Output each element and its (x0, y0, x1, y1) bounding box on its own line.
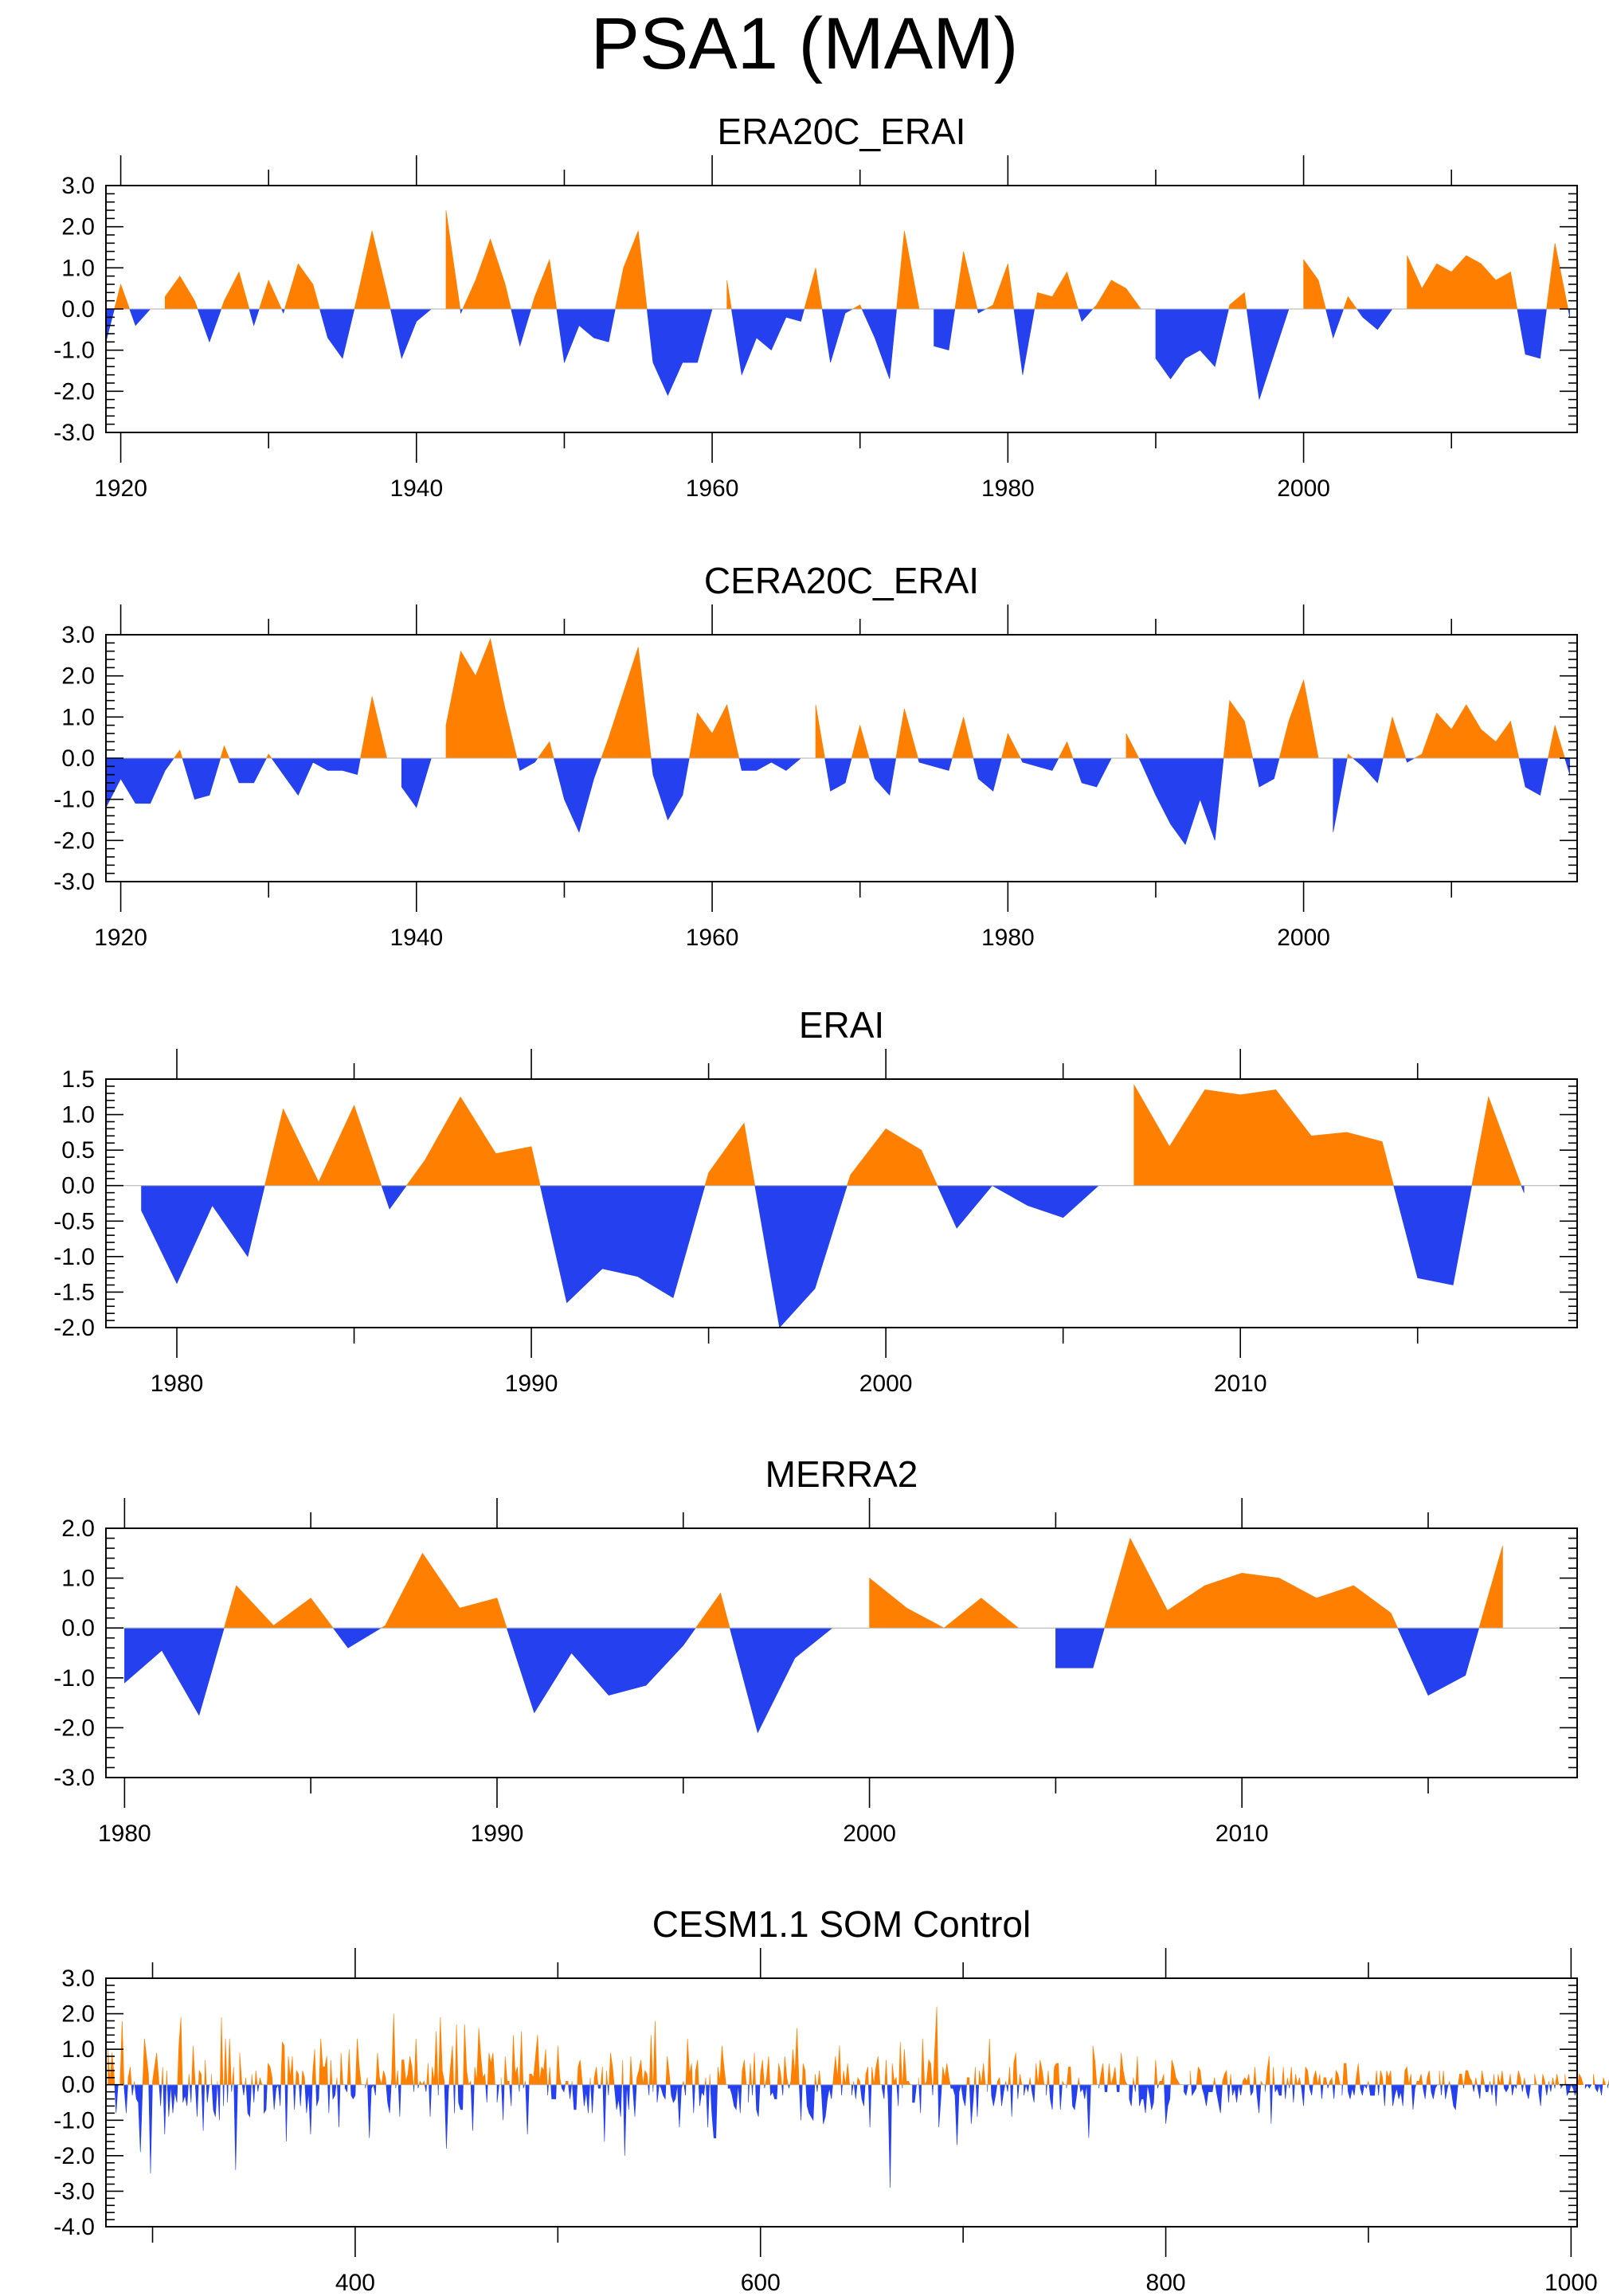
y-tick-label: 1.0 (61, 255, 95, 281)
positive-anomaly-area (264, 1084, 1522, 1187)
y-tick-label: -1.0 (53, 2107, 95, 2134)
y-tick-label: -2.0 (53, 2143, 95, 2169)
y-tick-label: 1.0 (61, 1102, 95, 1128)
x-tick-label: 400 (335, 2270, 375, 2296)
x-tick-label: 1000 (1544, 2270, 1598, 2296)
main-title: PSA1 (MAM) (590, 2, 1019, 84)
x-tick-label: 2000 (1277, 925, 1330, 951)
x-tick-label: 1980 (981, 925, 1035, 951)
negative-anomaly-area (105, 757, 1571, 846)
x-tick-label: 2010 (1216, 1821, 1269, 1847)
x-tick-label: 2000 (859, 1371, 913, 1397)
y-tick-label: -1.0 (53, 1244, 95, 1270)
x-tick-label: 1940 (390, 925, 443, 951)
positive-anomaly-area (223, 1537, 1503, 1629)
y-tick-label: -2.0 (53, 827, 95, 854)
x-tick-label: 800 (1146, 2270, 1186, 2296)
chart-panel-5: -4.0 -3.0 -2.0 -1.0 0.0 1.0 2.0 3.0 400 600 800 100… (53, 1903, 1609, 2296)
y-tick-label: 1.0 (61, 704, 95, 730)
x-tick-label: 2000 (1277, 475, 1330, 502)
x-tick-label: 1920 (94, 475, 147, 502)
x-tick-label: 1920 (94, 925, 147, 951)
y-tick-label: 3.0 (61, 1965, 95, 1992)
plot-frame (105, 1527, 1578, 1778)
y-tick-label: -4.0 (53, 2214, 95, 2240)
y-tick-label: 0.0 (61, 1173, 95, 1199)
chart-title: ERA20C_ERAI (718, 111, 966, 152)
negative-anomaly-area (114, 2083, 1609, 2188)
positive-anomaly-area (173, 638, 1565, 759)
y-tick-label: -1.0 (53, 1665, 95, 1692)
positive-anomaly-area (108, 2006, 1609, 2086)
x-tick-label: 1980 (151, 1371, 204, 1397)
y-tick-label: -2.0 (53, 1715, 95, 1741)
plot-frame (105, 1977, 1578, 2228)
negative-anomaly-area (141, 1185, 1525, 1328)
chart-title: ERAI (799, 1004, 884, 1046)
y-tick-label: 3.0 (61, 622, 95, 648)
y-tick-label: -1.0 (53, 338, 95, 364)
y-tick-label: -3.0 (53, 420, 95, 446)
x-tick-label: 1990 (471, 1821, 524, 1847)
x-tick-label: 600 (741, 2270, 781, 2296)
y-tick-label: 2.0 (61, 1516, 95, 1542)
y-tick-label: 1.0 (61, 2036, 95, 2063)
y-tick-label: 3.0 (61, 173, 95, 199)
y-tick-label: -1.0 (53, 787, 95, 813)
y-tick-label: 0.0 (61, 745, 95, 772)
y-tick-label: 0.0 (61, 2072, 95, 2098)
y-tick-label: 0.0 (61, 296, 95, 323)
x-tick-label: 1960 (686, 475, 739, 502)
chart-panel-1: -3.0 -2.0 -1.0 0.0 1.0 2.0 3.0 1920 1940 1960 1980… (53, 111, 1578, 502)
y-tick-label: 1.0 (61, 1566, 95, 1592)
y-tick-label: -1.5 (53, 1279, 95, 1305)
y-tick-label: 2.0 (61, 214, 95, 241)
y-tick-label: -3.0 (53, 1765, 95, 1791)
y-tick-label: 2.0 (61, 663, 95, 690)
y-tick-label: 0.0 (61, 1615, 95, 1641)
positive-anomaly-area (114, 209, 1569, 310)
y-tick-label: 1.5 (61, 1066, 95, 1093)
negative-anomaly-area (105, 308, 1571, 400)
x-tick-label: 1990 (505, 1371, 558, 1397)
y-tick-label: -3.0 (53, 869, 95, 895)
x-tick-label: 1980 (98, 1821, 151, 1847)
y-tick-label: -2.0 (53, 1315, 95, 1341)
y-tick-label: 2.0 (61, 2001, 95, 2028)
chart-title: CESM1.1 SOM Control (652, 1903, 1031, 1945)
y-tick-label: 0.5 (61, 1137, 95, 1164)
x-tick-label: 1940 (390, 475, 443, 502)
x-tick-label: 2000 (843, 1821, 896, 1847)
x-tick-label: 2010 (1214, 1371, 1267, 1397)
chart-panel-2: -3.0 -2.0 -1.0 0.0 1.0 2.0 3.0 1920 1940 1960 1980… (53, 560, 1578, 951)
plot-frame (105, 1078, 1578, 1328)
y-tick-label: -0.5 (53, 1208, 95, 1234)
y-tick-label: -2.0 (53, 378, 95, 405)
x-tick-label: 1980 (981, 475, 1035, 502)
chart-title: MERRA2 (765, 1453, 918, 1495)
chart-panel-3: -2.0 -1.5 -1.0 -0.5 0.0 0.5 1.0 1.5 1980 1990 2000… (53, 1004, 1578, 1397)
chart-title: CERA20C_ERAI (704, 560, 979, 601)
negative-anomaly-area (124, 1627, 1480, 1734)
x-tick-label: 1960 (686, 925, 739, 951)
chart-panel-4: -3.0 -2.0 -1.0 0.0 1.0 2.0 1980 1990 2000 2010 MER… (53, 1453, 1578, 1847)
y-tick-label: -3.0 (53, 2178, 95, 2204)
